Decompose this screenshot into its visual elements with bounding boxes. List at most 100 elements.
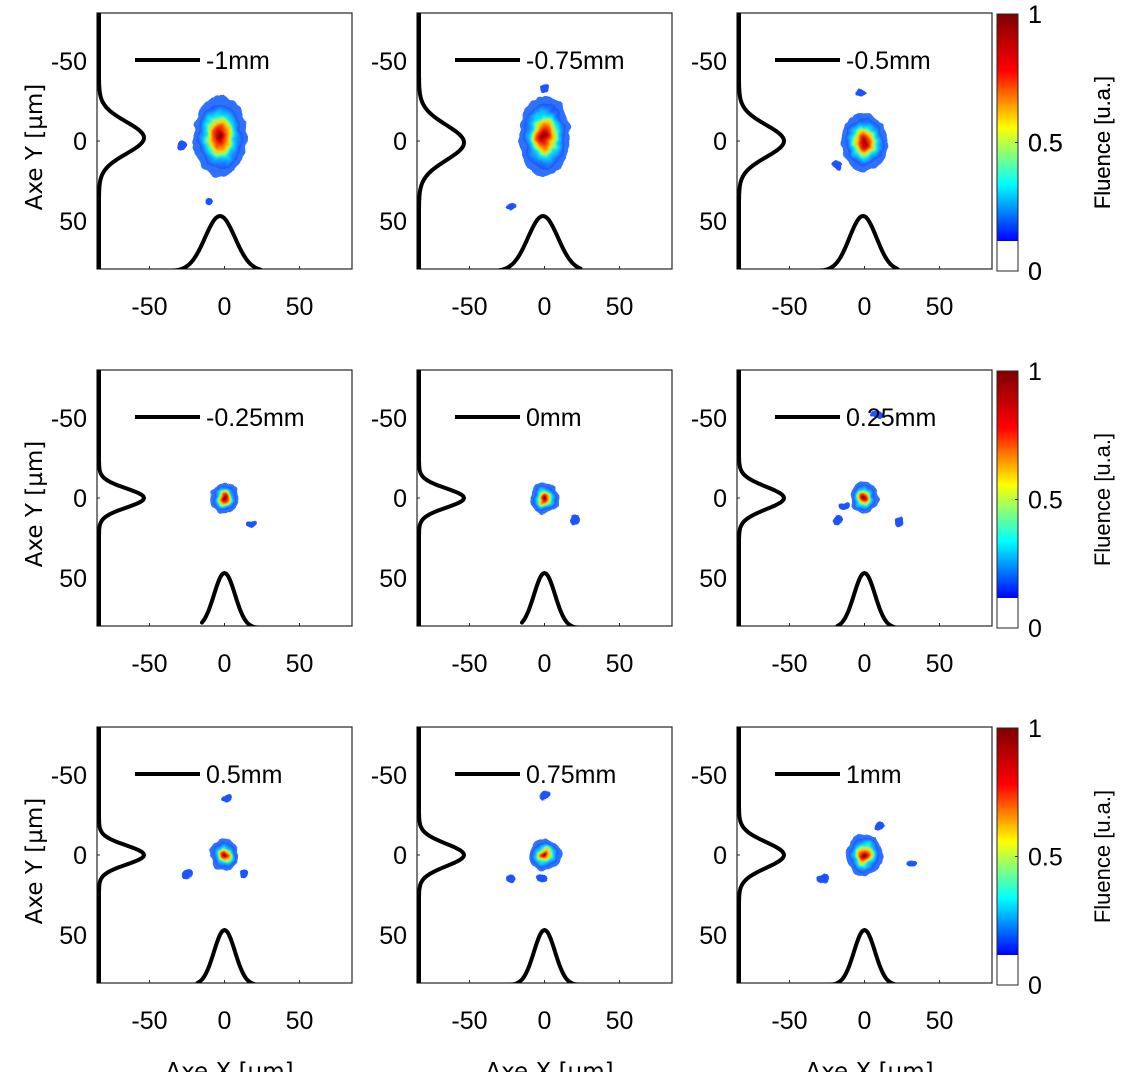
fluence-island <box>874 822 885 831</box>
x-profile-curve <box>497 213 583 269</box>
x-tick-label: 50 <box>606 650 634 678</box>
fluence-island <box>840 502 850 510</box>
x-tick-label: -50 <box>771 650 807 678</box>
colorbar: 0 0.5 1 Fluence [u.a.] <box>996 358 1115 643</box>
y-tick-label: 0 <box>713 842 727 870</box>
colorbar-tick-label: 0 <box>1028 972 1042 1000</box>
fluence-spot <box>524 103 565 169</box>
panels-layer: -50 0 50 -50 0 50 Axe Y [µm] -1mm 0 0.5 1 Fluence [… <box>22 1 1115 1072</box>
colorbar-label: Fluence [u.a.] <box>1090 76 1115 209</box>
panel-3: -50 0 50 -50 0 50 -0.5mm 0 0.5 1 Fluence [u.a.] <box>691 1 1115 321</box>
y-tick-label: 0 <box>73 485 87 513</box>
x-tick-label: -50 <box>131 293 167 321</box>
y-tick-label: 50 <box>59 922 87 950</box>
fluence-island <box>907 859 918 867</box>
fluence-spot <box>531 842 558 868</box>
plot-area <box>417 370 580 626</box>
legend-label: 0.25mm <box>846 404 936 432</box>
colorbar-tick-label: 0 <box>1028 258 1042 286</box>
plot-area <box>737 370 904 626</box>
y-tick-label: 0 <box>393 128 407 156</box>
y-axis-label: Axe Y [µm] <box>22 441 48 567</box>
x-tick-label: -50 <box>451 1007 487 1035</box>
x-profile-curve <box>502 927 593 983</box>
panel-5: -50 0 50 -50 0 50 0mm <box>371 369 673 678</box>
x-tick-label: 50 <box>286 1007 314 1035</box>
x-tick-label: -50 <box>131 1007 167 1035</box>
fluence-spot <box>212 842 237 868</box>
x-tick-label: 0 <box>218 293 232 321</box>
y-tick-label: -50 <box>51 762 87 790</box>
y-tick-label: 50 <box>379 922 407 950</box>
colorbar-tick-label: 1 <box>1028 358 1042 386</box>
y-tick-label: -50 <box>51 405 87 433</box>
colorbar-tick-label: 1 <box>1028 715 1042 743</box>
x-tick-label: 0 <box>858 293 872 321</box>
colorbar-gradient <box>997 728 1018 955</box>
colorbar-label: Fluence [u.a.] <box>1090 76 1115 209</box>
y-tick-label: 0 <box>393 485 407 513</box>
x-tick-label: -50 <box>451 650 487 678</box>
x-tick-label: 0 <box>858 650 872 678</box>
x-profile-curve <box>819 927 897 983</box>
x-axis-label: Axe X [µm] <box>805 1059 933 1072</box>
fluence-island <box>855 89 865 97</box>
fluence-island <box>246 519 257 528</box>
x-tick-label: 50 <box>606 1007 634 1035</box>
x-tick-label: 50 <box>606 293 634 321</box>
fluence-island <box>871 410 882 419</box>
fluence-island <box>182 870 192 879</box>
fluence-island <box>832 161 843 169</box>
y-profile-curve <box>97 370 147 626</box>
x-tick-label: 0 <box>538 1007 552 1035</box>
x-tick-label: 50 <box>926 1007 954 1035</box>
fluence-island <box>539 84 550 93</box>
colorbar-low-band <box>997 955 1018 985</box>
fluence-island <box>506 875 517 883</box>
colorbar-tick-label: 0.5 <box>1028 130 1063 158</box>
y-tick-label: -50 <box>691 762 727 790</box>
panel-4: -50 0 50 -50 0 50 Axe Y [µm] -0.25mm <box>22 369 353 678</box>
y-tick-label: -50 <box>371 405 407 433</box>
fluence-island <box>204 197 215 206</box>
colorbar-tick-label: 1 <box>1028 1 1042 29</box>
y-axis-label: Axe Y [µm] <box>22 84 48 210</box>
x-tick-label: 0 <box>538 650 552 678</box>
x-tick-label: 0 <box>218 1007 232 1035</box>
x-axis-label: Axe X [µm] <box>485 1059 613 1072</box>
fluence-island <box>536 873 547 882</box>
panel-8: -50 0 50 -50 0 50 Axe X [µm] 0.75mm <box>371 726 673 1072</box>
fluence-spot <box>212 485 237 511</box>
plot-area <box>417 13 583 269</box>
y-tick-label: -50 <box>371 48 407 76</box>
x-tick-label: -50 <box>451 293 487 321</box>
legend-label: -1mm <box>206 47 270 75</box>
y-tick-label: 50 <box>379 565 407 593</box>
legend-label: -0.5mm <box>846 47 931 75</box>
colorbar-gradient <box>997 14 1018 241</box>
y-tick-label: 50 <box>699 565 727 593</box>
x-tick-label: 50 <box>286 293 314 321</box>
y-tick-label: -50 <box>691 405 727 433</box>
fluence-spot <box>850 838 879 872</box>
x-profile-curve <box>170 213 263 269</box>
y-tick-label: -50 <box>691 48 727 76</box>
fluence-spot <box>532 485 557 511</box>
y-profile-curve <box>737 370 787 626</box>
y-tick-label: -50 <box>371 762 407 790</box>
colorbar: 0 0.5 1 Fluence [u.a.] <box>996 1 1115 286</box>
fluence-island <box>832 516 843 525</box>
fluence-island <box>894 518 904 526</box>
fluence-island <box>506 202 517 211</box>
y-profile-curve <box>737 13 787 269</box>
colorbar-gradient <box>997 371 1018 598</box>
plot-area <box>417 727 593 983</box>
colorbar-label: Fluence [u.a.] <box>1090 433 1115 566</box>
y-profile-curve <box>417 370 467 626</box>
plot-area <box>97 13 263 269</box>
x-tick-label: -50 <box>771 1007 807 1035</box>
x-tick-label: 0 <box>538 293 552 321</box>
y-tick-label: 50 <box>59 565 87 593</box>
colorbar-tick-label: 0 <box>1028 615 1042 643</box>
